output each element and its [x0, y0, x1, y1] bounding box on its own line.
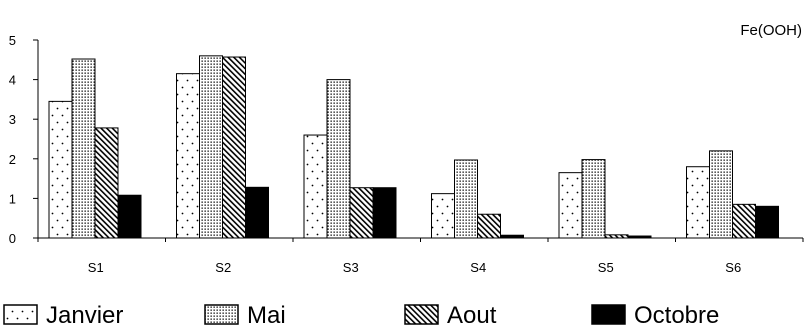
- bar-s4-mai: [454, 159, 478, 239]
- y-axis-label: Fe(OOH): [740, 22, 802, 39]
- bar-s3-mai: [326, 79, 351, 239]
- bar-s5-aout: [604, 234, 629, 239]
- x-tick-label: S4: [470, 260, 486, 275]
- bar-s3-janvier: [303, 134, 328, 239]
- y-tick-label: 2: [9, 152, 16, 167]
- legend-label-mai: Mai: [247, 302, 286, 329]
- x-tick-label: S2: [215, 260, 231, 275]
- bar-s6-mai: [709, 150, 733, 239]
- bar-s2-mai: [199, 55, 223, 239]
- axes: 0 1 2 3 4 5 S1 S2 S3 S4 S5 S6: [9, 33, 804, 275]
- bar-s5-janvier: [558, 172, 583, 239]
- bar-s1-octobre: [117, 194, 142, 239]
- legend-swatch-octobre: [591, 304, 626, 325]
- legend-swatch-janvier: [3, 304, 38, 325]
- y-tick-label: 1: [9, 191, 16, 206]
- legend-swatch-aout: [404, 304, 439, 325]
- x-tick-label: S1: [88, 260, 104, 275]
- bar-s3-aout: [349, 187, 374, 239]
- bar-s2-octobre: [245, 186, 269, 239]
- bar-s2-aout: [222, 56, 246, 239]
- bar-s1-janvier: [48, 100, 73, 239]
- bar-s4-octobre: [500, 234, 524, 239]
- bar-s1-aout: [94, 127, 119, 239]
- bar-s4-aout: [477, 213, 501, 239]
- y-tick-label: 0: [9, 231, 16, 246]
- legend: Janvier Mai Aout Octobre: [3, 302, 719, 329]
- x-tick-label: S3: [343, 260, 359, 275]
- y-tick-label: 4: [9, 73, 16, 88]
- bar-s1-mai: [71, 58, 96, 239]
- legend-label-octobre: Octobre: [634, 302, 719, 329]
- bar-s5-octobre: [627, 235, 652, 239]
- legend-label-aout: Aout: [447, 302, 497, 329]
- bar-s3-octobre: [372, 187, 397, 239]
- bar-s2-janvier: [176, 73, 200, 239]
- y-tick-label: 3: [9, 112, 16, 127]
- x-tick-label: S6: [725, 260, 741, 275]
- x-tick-label: S5: [598, 260, 614, 275]
- bar-s6-aout: [732, 203, 756, 239]
- y-tick-label: 5: [9, 33, 16, 48]
- bars: [48, 55, 779, 239]
- bar-s5-mai: [581, 159, 606, 239]
- bar-s4-janvier: [431, 193, 455, 239]
- bar-s6-octobre: [755, 205, 779, 239]
- legend-label-janvier: Janvier: [46, 302, 123, 329]
- bar-s6-janvier: [686, 166, 710, 239]
- legend-swatch-mai: [204, 304, 239, 325]
